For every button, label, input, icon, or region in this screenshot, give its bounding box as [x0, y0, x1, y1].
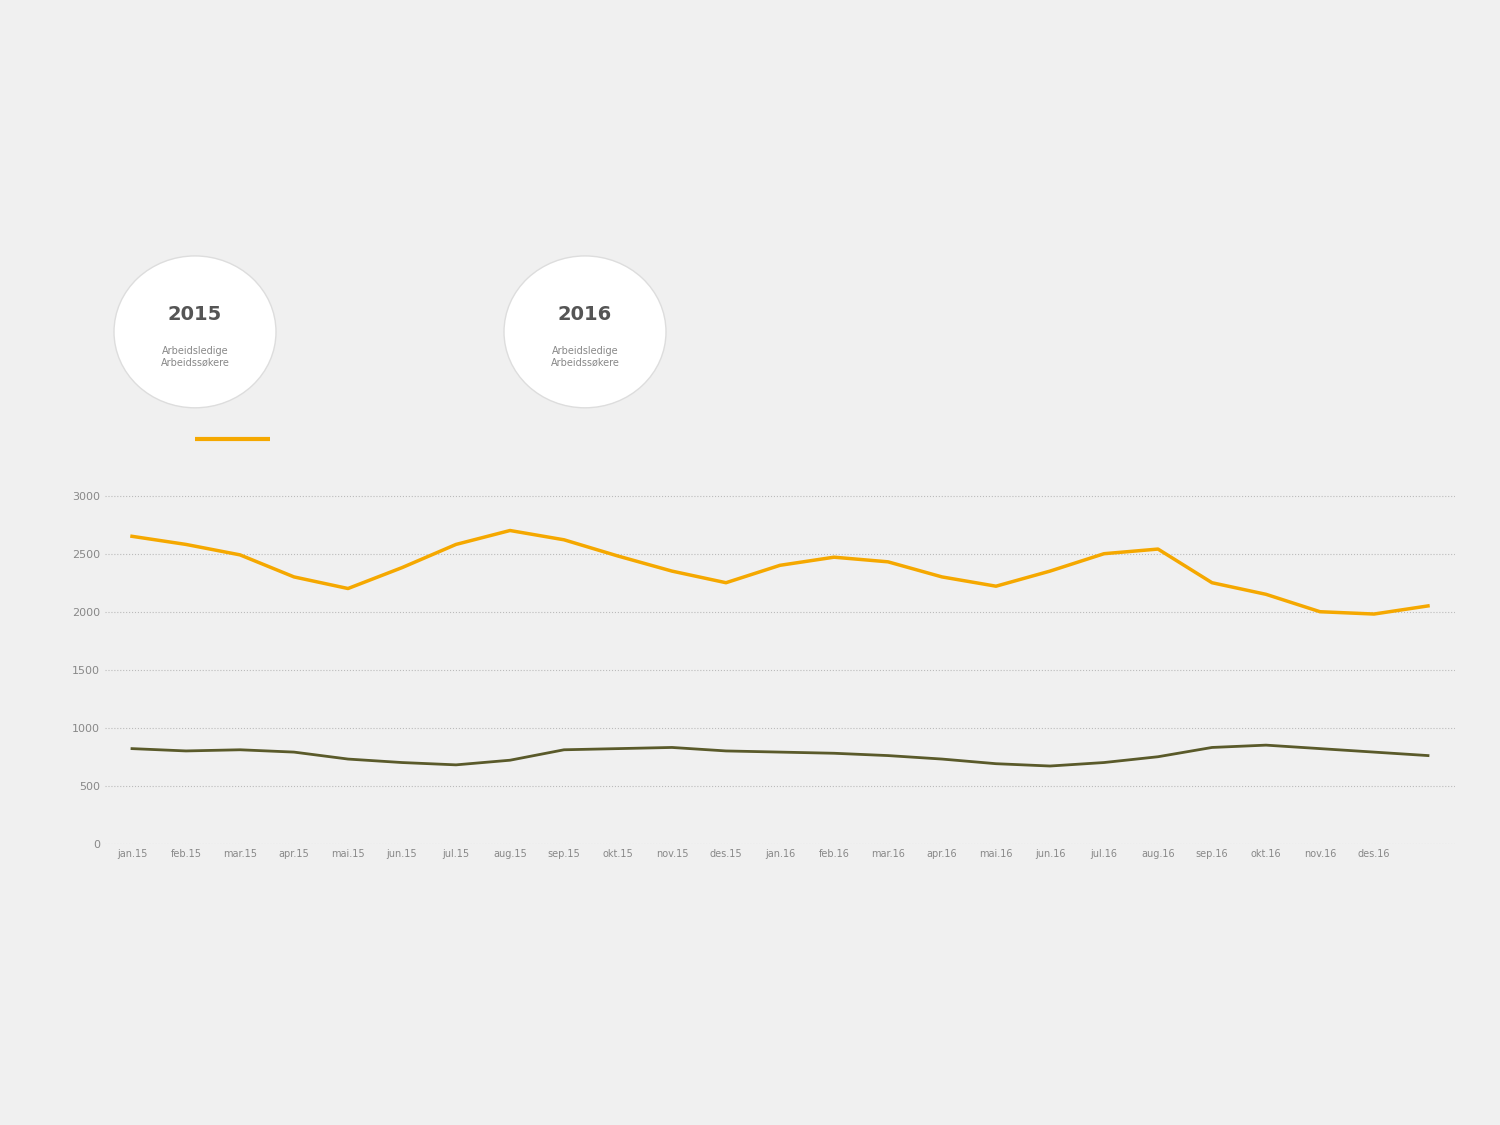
Text: 2015: 2015: [168, 306, 222, 324]
Circle shape: [114, 255, 276, 407]
Text: Arbeidsledige
Arbeidssøkere: Arbeidsledige Arbeidssøkere: [550, 346, 620, 368]
Text: Arbeidsledige
Arbeidssøkere: Arbeidsledige Arbeidssøkere: [160, 346, 230, 368]
Circle shape: [504, 255, 666, 407]
Text: 2016: 2016: [558, 306, 612, 324]
